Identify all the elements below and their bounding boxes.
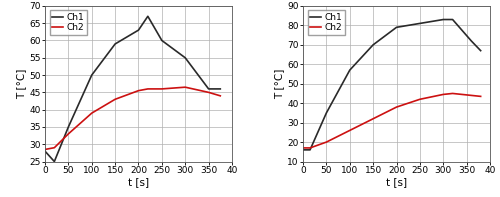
Ch2	[218, 95, 224, 97]
Ch1	[307, 149, 313, 151]
Line: Ch2: Ch2	[45, 87, 220, 150]
Y-axis label: T [°C]: T [°C]	[16, 69, 26, 99]
Ch2	[468, 94, 474, 97]
Ch1	[66, 126, 71, 128]
X-axis label: t [s]: t [s]	[386, 177, 407, 188]
Ch1	[42, 150, 48, 152]
Ch2	[307, 147, 313, 149]
Ch2	[394, 106, 400, 108]
Ch2	[88, 112, 94, 114]
Ch2	[145, 88, 151, 90]
Ch1	[206, 88, 212, 90]
Ch2	[52, 147, 58, 149]
Ch1	[145, 15, 151, 18]
Ch1	[52, 160, 58, 163]
Ch1	[324, 112, 330, 114]
Y-axis label: T [°C]: T [°C]	[274, 69, 284, 99]
Ch1	[88, 74, 94, 76]
Ch1	[394, 26, 400, 29]
Ch1	[440, 18, 446, 21]
Ch1	[136, 29, 141, 31]
Ch1	[478, 49, 484, 52]
Ch2	[440, 93, 446, 96]
Ch2	[417, 98, 423, 100]
Ch2	[478, 95, 484, 98]
Ch1	[218, 88, 224, 90]
Ch1	[347, 69, 353, 71]
Ch2	[450, 92, 456, 95]
Ch1	[370, 44, 376, 46]
X-axis label: t [s]: t [s]	[128, 177, 149, 188]
Ch1	[417, 22, 423, 25]
Ch2	[136, 89, 141, 92]
Ch2	[159, 88, 165, 90]
Ch1	[112, 43, 118, 45]
Ch1	[450, 18, 456, 21]
Ch2	[324, 141, 330, 143]
Ch2	[206, 91, 212, 94]
Ch1	[182, 57, 188, 59]
Ch2	[300, 147, 306, 149]
Ch2	[347, 129, 353, 132]
Line: Ch1: Ch1	[303, 20, 480, 150]
Ch1	[159, 39, 165, 42]
Ch2	[182, 86, 188, 88]
Line: Ch2: Ch2	[303, 93, 480, 148]
Ch2	[66, 133, 71, 135]
Legend: Ch1, Ch2: Ch1, Ch2	[308, 10, 345, 35]
Ch1	[468, 40, 474, 42]
Ch2	[42, 148, 48, 151]
Line: Ch1: Ch1	[45, 16, 220, 162]
Ch2	[370, 118, 376, 120]
Ch1	[300, 149, 306, 151]
Ch2	[112, 98, 118, 100]
Legend: Ch1, Ch2: Ch1, Ch2	[50, 10, 87, 35]
